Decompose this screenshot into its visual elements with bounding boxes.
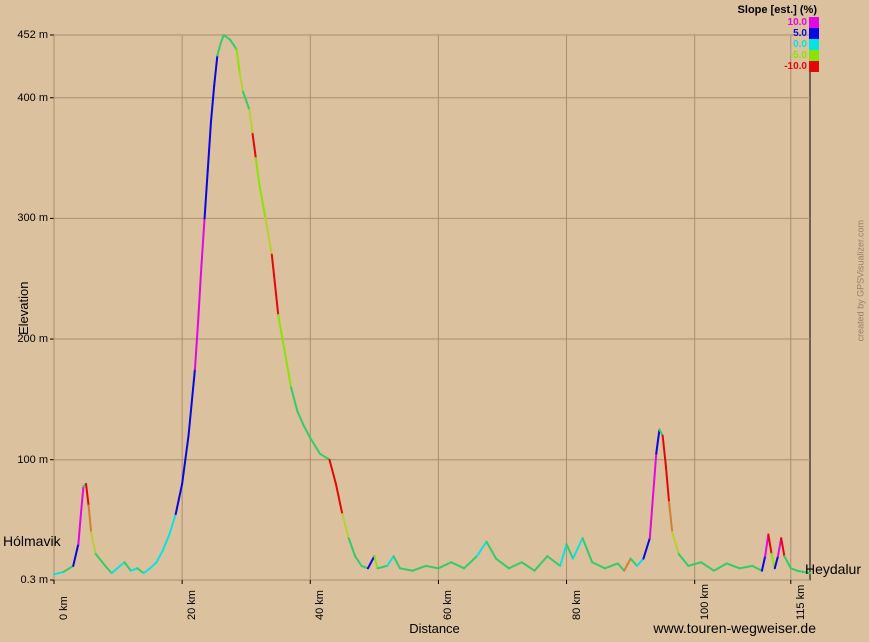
legend-title: Slope [est.] (%) xyxy=(738,4,817,16)
x-tick-label: 0 km xyxy=(58,596,70,620)
x-tick-label: 40 km xyxy=(314,590,326,620)
x-tick-label: 60 km xyxy=(442,590,454,620)
legend-swatch xyxy=(809,39,819,50)
legend-label: 0.0 xyxy=(793,39,807,50)
elevation-chart: Elevation Distance Hólmavik Heydalur www… xyxy=(0,0,869,642)
y-tick-label: 300 m xyxy=(2,212,48,224)
x-tick-label: 80 km xyxy=(571,590,583,620)
legend-label: -5.0 xyxy=(790,50,807,61)
legend-swatch xyxy=(809,17,819,28)
y-tick-label: 400 m xyxy=(2,92,48,104)
x-tick-label: 20 km xyxy=(186,590,198,620)
legend-swatch xyxy=(809,50,819,61)
start-place-label: Hólmavik xyxy=(3,533,61,549)
legend-label: -10.0 xyxy=(784,61,807,72)
chart-svg xyxy=(0,0,869,642)
y-tick-label: 0.3 m xyxy=(2,574,48,586)
x-tick-label: 115 km xyxy=(795,585,807,620)
y-tick-label: 100 m xyxy=(2,454,48,466)
y-axis-label: Elevation xyxy=(16,282,31,335)
watermark: created by GPSVisualizer.com xyxy=(855,220,865,341)
y-tick-label: 200 m xyxy=(2,333,48,345)
legend-label: 10.0 xyxy=(788,17,807,28)
legend-swatch xyxy=(809,61,819,72)
footer-url: www.touren-wegweiser.de xyxy=(653,620,816,636)
y-tick-label: 452 m xyxy=(2,29,48,41)
legend-swatch xyxy=(809,28,819,39)
legend-label: 5.0 xyxy=(793,28,807,39)
end-place-label: Heydalur xyxy=(805,561,861,577)
x-tick-label: 100 km xyxy=(699,584,711,620)
